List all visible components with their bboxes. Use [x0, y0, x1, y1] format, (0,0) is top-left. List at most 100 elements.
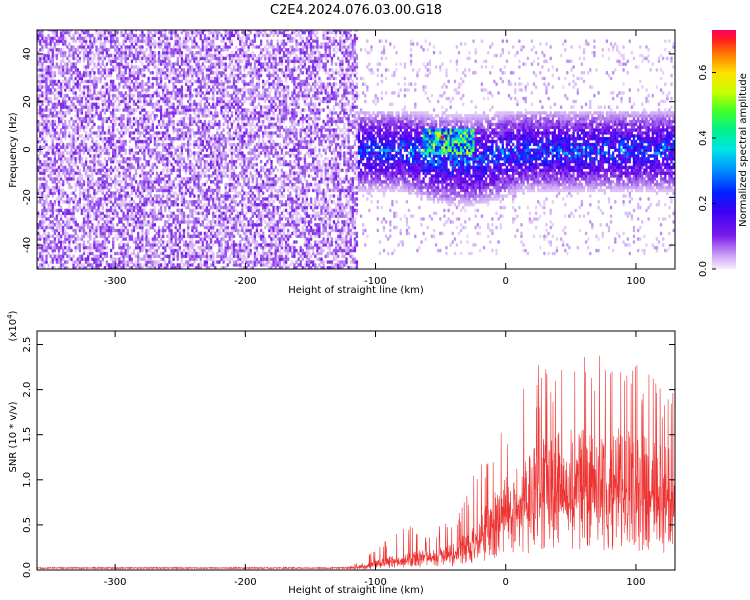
heatmap-cell [49, 159, 52, 164]
heatmap-cell [72, 220, 75, 224]
heatmap-cell [53, 185, 57, 190]
heatmap-cell [105, 99, 109, 104]
heatmap-cell [64, 102, 67, 107]
heatmap-cell [53, 45, 57, 49]
heatmap-cell [153, 50, 157, 55]
heatmap-cell [170, 151, 173, 155]
heatmap-cell [41, 248, 44, 253]
heatmap-cell [187, 85, 190, 89]
heatmap-cell [199, 131, 202, 135]
heatmap-cell [132, 39, 136, 43]
heatmap-cell [68, 208, 71, 213]
heatmap-cell [157, 208, 161, 213]
heatmap-cell [193, 53, 196, 58]
heatmap-cell [120, 139, 123, 144]
heatmap-cell [224, 240, 227, 244]
heatmap-cell [105, 159, 109, 164]
heatmap-cell [78, 45, 82, 49]
heatmap-cell [49, 191, 52, 195]
heatmap-cell [74, 205, 77, 210]
heatmap-cell [62, 56, 65, 61]
heatmap-cell [43, 159, 46, 164]
heatmap-cell [74, 266, 77, 269]
heatmap-cell [218, 197, 221, 201]
heatmap-cell [59, 237, 63, 241]
heatmap-cell [39, 254, 42, 259]
heatmap-cell [168, 79, 171, 84]
heatmap-cell [43, 260, 46, 264]
heatmap-cell [57, 185, 61, 190]
heatmap-cell [66, 225, 69, 230]
heatmap-cell [180, 251, 184, 256]
heatmap-cell [97, 240, 100, 244]
heatmap-cell [107, 68, 111, 72]
heatmap-cell [39, 177, 42, 181]
heatmap-cell [82, 136, 86, 141]
heatmap-cell [149, 36, 152, 41]
heatmap-cell [184, 240, 188, 244]
heatmap-cell [39, 165, 42, 170]
heatmap-cell [62, 111, 65, 115]
heatmap-cell [220, 205, 223, 210]
heatmap-cell [62, 165, 65, 170]
heatmap-cell [72, 263, 75, 267]
heatmap-cell [164, 122, 167, 127]
heatmap-cell [226, 53, 229, 58]
heatmap-cell [51, 171, 54, 175]
heatmap-cell [126, 62, 129, 66]
heatmap-cell [145, 220, 148, 224]
heatmap-cell [170, 48, 173, 52]
heatmap-cell [80, 234, 84, 239]
heatmap-cell [68, 82, 71, 86]
heatmap-cell [151, 162, 154, 167]
heatmap-cell [207, 154, 211, 158]
heatmap-cell [66, 99, 69, 104]
heatmap-cell [72, 266, 75, 269]
heatmap-cell [164, 82, 167, 86]
heatmap-cell [37, 165, 40, 170]
heatmap-cell [51, 159, 54, 164]
heatmap-cell [62, 125, 65, 130]
heatmap-cell [62, 188, 65, 193]
heatmap-cell [72, 234, 75, 239]
heatmap-cell [64, 191, 67, 195]
heatmap-cell [174, 254, 177, 259]
heatmap-cell [43, 168, 46, 173]
heatmap-cell [124, 214, 127, 218]
heatmap-cell [45, 88, 48, 92]
heatmap-cell [51, 111, 54, 115]
heatmap-cell [145, 48, 148, 52]
heatmap-cell [55, 42, 59, 46]
heatmap-cell [87, 251, 90, 256]
heatmap-cell [68, 85, 71, 89]
heatmap-cell [182, 254, 186, 259]
heatmap-cell [43, 99, 46, 104]
heatmap-cell [78, 205, 82, 210]
heatmap-cell [114, 93, 117, 98]
heatmap-cell [72, 197, 75, 201]
heatmap-cell [80, 266, 84, 269]
heatmap-cell [132, 185, 136, 190]
heatmap-cell [64, 76, 67, 81]
heatmap-cell [137, 182, 140, 187]
heatmap-cell [134, 108, 138, 112]
heatmap-cell [45, 56, 48, 61]
heatmap-cell [166, 263, 169, 267]
heatmap-cell [172, 180, 175, 184]
heatmap-cell [155, 214, 159, 218]
heatmap-cell [109, 111, 113, 115]
heatmap-cell [84, 85, 88, 89]
heatmap-cell [49, 122, 52, 127]
heatmap-cell [122, 122, 125, 127]
heatmap-cell [220, 131, 223, 135]
heatmap-cell [41, 108, 44, 112]
heatmap-cell [59, 228, 63, 233]
heatmap-cell [76, 237, 79, 241]
heatmap-cell [80, 159, 84, 164]
heatmap-cell [70, 65, 73, 69]
heatmap-cell [43, 119, 46, 124]
heatmap-cell [124, 36, 127, 41]
heatmap-cell [62, 251, 65, 256]
heatmap-cell [105, 202, 109, 207]
heatmap-cell [187, 79, 190, 84]
